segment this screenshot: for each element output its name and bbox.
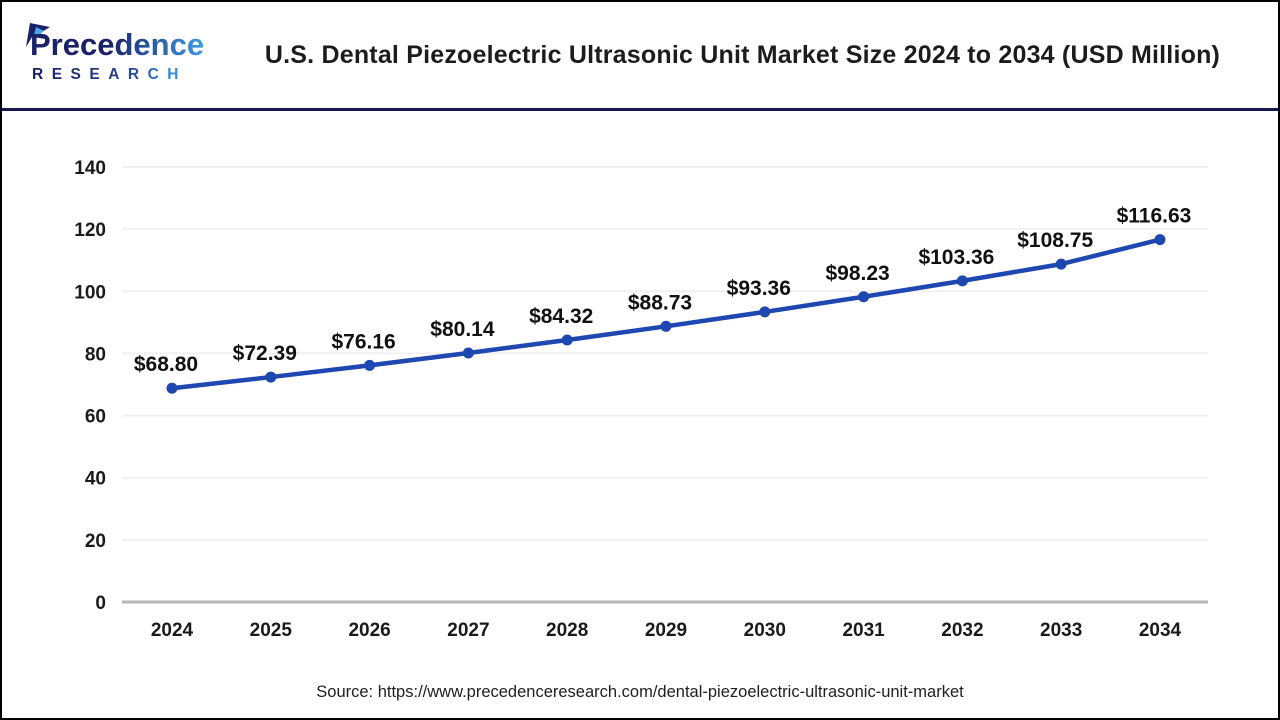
chart-region: 0 20 40 60 80 100 120 140 2024 2025 2026 2027 2028 20… <box>2 111 1278 718</box>
x-tick-label: 2031 <box>842 620 885 641</box>
data-point <box>364 359 376 371</box>
header-separator <box>2 108 1278 111</box>
data-label: $88.73 <box>628 291 692 314</box>
y-tick-label: 140 <box>74 158 106 179</box>
x-tick-label: 2030 <box>744 620 786 641</box>
y-tick-label: 20 <box>85 531 106 552</box>
y-tick-label: 100 <box>74 282 106 303</box>
data-point <box>166 382 178 394</box>
x-tick-label: 2026 <box>348 620 390 641</box>
source-text: Source: https://www.precedenceresearch.c… <box>316 683 964 701</box>
data-label: $72.39 <box>233 342 297 365</box>
y-tick-label: 40 <box>85 469 106 490</box>
x-tick-label: 2033 <box>1040 620 1082 641</box>
data-point <box>561 334 573 346</box>
precedence-research-logo-icon: Precedence RESEARCH <box>26 22 204 83</box>
data-label: $98.23 <box>825 262 889 285</box>
data-label: $68.80 <box>134 353 198 376</box>
y-tick-label: 120 <box>74 220 106 241</box>
data-label: $80.14 <box>430 318 495 341</box>
x-tick-label: 2028 <box>546 620 588 641</box>
brand-logo: Precedence RESEARCH <box>2 17 237 94</box>
logo-subtitle: RESEARCH <box>32 66 187 83</box>
y-tick-label: 80 <box>85 344 106 365</box>
data-label: $84.32 <box>529 305 593 328</box>
data-point <box>858 291 870 303</box>
y-tick-label: 60 <box>85 407 106 428</box>
logo-leaf-light <box>32 26 44 43</box>
header: Precedence RESEARCH U.S. Dental Piezoele… <box>2 2 1278 108</box>
data-label: $116.63 <box>1117 205 1192 228</box>
data-label: $76.16 <box>331 330 395 353</box>
data-label: $103.36 <box>918 246 994 269</box>
data-point <box>265 371 277 383</box>
x-tick-label: 2025 <box>250 620 293 641</box>
data-point <box>660 320 672 332</box>
x-tick-label: 2032 <box>941 620 983 641</box>
data-label: $108.75 <box>1017 229 1093 252</box>
data-point <box>1154 234 1166 246</box>
data-point <box>1055 258 1067 270</box>
data-label: $93.36 <box>727 277 791 300</box>
logo-wordmark: Precedence <box>30 27 204 62</box>
x-tick-label: 2027 <box>447 620 489 641</box>
data-point <box>462 347 474 359</box>
x-tick-label: 2024 <box>151 620 194 641</box>
x-tick-label: 2029 <box>645 620 687 641</box>
data-point <box>956 275 968 287</box>
x-tick-label: 2034 <box>1139 620 1182 641</box>
line-chart: 0 20 40 60 80 100 120 140 2024 2025 2026 2027 2028 20… <box>74 158 1208 641</box>
chart-title: U.S. Dental Piezoelectric Ultrasonic Uni… <box>264 40 1221 69</box>
y-tick-label: 0 <box>95 593 106 614</box>
data-point <box>759 306 771 318</box>
